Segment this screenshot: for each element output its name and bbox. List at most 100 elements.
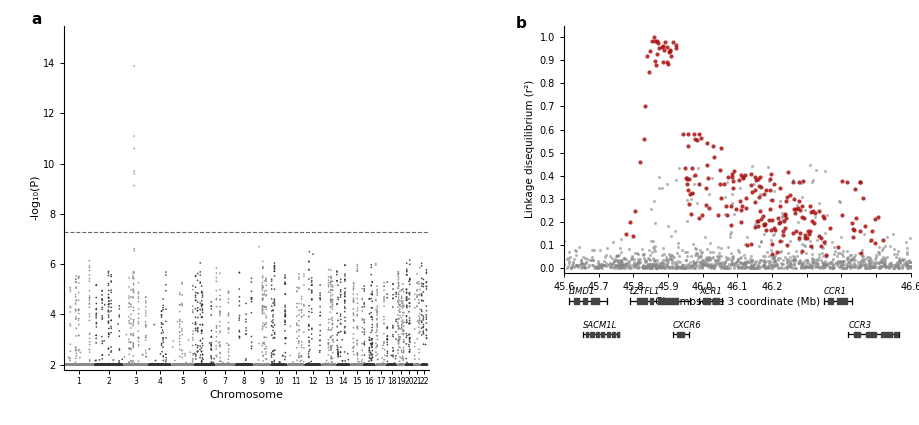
Point — [98, 361, 113, 368]
Point — [285, 361, 300, 368]
Point — [402, 348, 416, 355]
Point — [232, 302, 246, 309]
Point — [92, 361, 107, 368]
Point — [254, 361, 268, 368]
Point — [125, 361, 140, 368]
Point — [143, 361, 158, 368]
Point — [698, 255, 713, 262]
Point — [110, 361, 125, 368]
Point — [334, 361, 348, 368]
Point — [79, 361, 94, 368]
Point — [235, 361, 250, 368]
Point — [159, 354, 174, 361]
Point — [112, 361, 127, 368]
Point — [146, 361, 161, 368]
Point — [240, 361, 255, 368]
Point — [209, 361, 223, 368]
Point — [244, 361, 259, 368]
Point — [415, 324, 430, 331]
Point — [182, 361, 197, 368]
Point — [701, 263, 716, 270]
Point — [218, 361, 233, 368]
Point — [284, 361, 299, 368]
Point — [369, 343, 384, 350]
Point — [361, 361, 376, 368]
Point — [400, 361, 414, 368]
Point — [57, 361, 72, 368]
Point — [382, 361, 397, 368]
Point — [349, 361, 364, 368]
Point — [68, 361, 83, 368]
Point — [405, 361, 420, 368]
Point — [408, 361, 423, 368]
Point — [262, 361, 277, 368]
Point — [226, 361, 241, 368]
Point — [396, 302, 411, 309]
Point — [305, 361, 320, 368]
Point — [781, 263, 796, 269]
Point — [316, 361, 331, 368]
Point — [340, 361, 355, 368]
Point — [128, 361, 142, 368]
Point — [142, 361, 157, 368]
Point — [885, 264, 900, 271]
Point — [237, 361, 252, 368]
Point — [210, 361, 225, 368]
Point — [142, 361, 157, 368]
Point — [104, 361, 119, 368]
Point — [160, 361, 175, 368]
Point — [291, 361, 306, 368]
Point — [289, 288, 304, 295]
Point — [700, 255, 715, 262]
Point — [166, 361, 181, 368]
Point — [418, 312, 433, 318]
Point — [337, 303, 352, 310]
Point — [381, 361, 396, 368]
Point — [649, 263, 664, 270]
Point — [829, 261, 844, 268]
Point — [107, 361, 121, 368]
Point — [335, 361, 349, 368]
Point — [365, 336, 380, 343]
Point — [326, 361, 341, 368]
Point — [257, 361, 272, 368]
Point — [111, 361, 126, 368]
Point — [62, 361, 76, 368]
Point — [155, 361, 170, 368]
Point — [142, 361, 156, 368]
Point — [811, 264, 825, 270]
Point — [72, 361, 86, 368]
Point — [386, 361, 401, 368]
Point — [567, 247, 582, 254]
Point — [335, 361, 350, 368]
Point — [293, 361, 308, 368]
Point — [74, 361, 89, 368]
Point — [63, 361, 78, 368]
Point — [142, 361, 157, 368]
Point — [120, 361, 135, 368]
Point — [683, 252, 698, 259]
Point — [380, 361, 395, 368]
Point — [787, 210, 801, 217]
Point — [226, 361, 241, 368]
Point — [636, 263, 651, 269]
Point — [199, 361, 214, 368]
Point — [182, 361, 197, 368]
Point — [288, 361, 302, 368]
Point — [153, 361, 168, 368]
Point — [411, 292, 425, 298]
Point — [419, 361, 434, 368]
Point — [392, 361, 407, 368]
Point — [85, 361, 100, 368]
Point — [154, 361, 169, 368]
Point — [747, 174, 762, 181]
Point — [255, 286, 269, 293]
Point — [73, 361, 87, 368]
Point — [123, 339, 138, 346]
Point — [283, 361, 298, 368]
Point — [288, 361, 302, 368]
Point — [219, 361, 233, 368]
Point — [239, 361, 254, 368]
Point — [372, 361, 387, 368]
Point — [289, 361, 304, 368]
